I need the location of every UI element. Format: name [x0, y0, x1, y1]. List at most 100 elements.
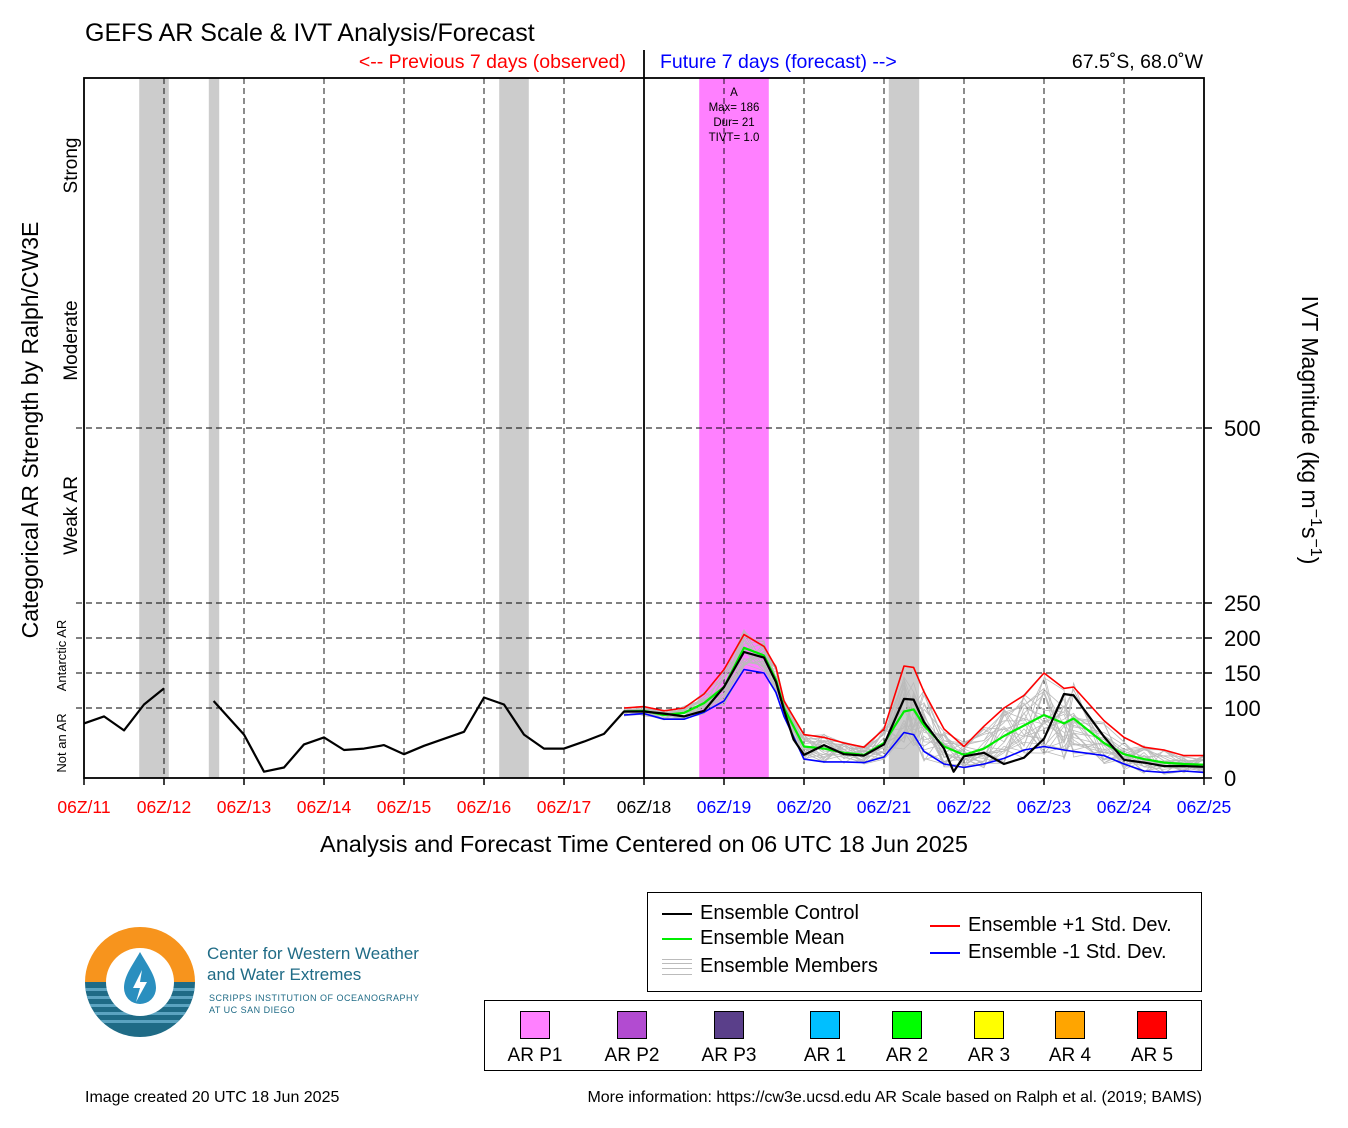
legend-mean-swatch	[662, 937, 692, 940]
category-label: Weak AR	[61, 476, 82, 555]
footer-info: More information: https://cw3e.ucsd.edu …	[587, 1089, 1202, 1106]
ar-scale-swatch	[617, 1011, 647, 1039]
ar-scale-item: AR 1	[785, 1011, 865, 1067]
x-tick-label: 06Z/11	[57, 797, 110, 817]
right-axis-title: IVT Magnitude (kg m−1s−1)	[1297, 296, 1324, 565]
location-label: 67.5˚S, 68.0˚W	[1072, 51, 1204, 73]
cw3e-logo-icon	[85, 927, 195, 1037]
legend-control-label: Ensemble Control	[700, 902, 859, 924]
grid-lines	[76, 78, 1204, 778]
legend-plus-std: Ensemble +1 Std. Dev.	[930, 914, 1172, 937]
shaded-periods	[139, 78, 920, 778]
x-tick-label: 06Z/13	[217, 797, 271, 817]
ar-scale-swatch	[974, 1011, 1004, 1039]
ar-scale-swatch	[1055, 1011, 1085, 1039]
logo-line-1: Center for Western Weather	[207, 944, 419, 963]
category-label: Antarctic AR	[54, 620, 69, 692]
ar-scale-legend: AR P1 AR P2 AR P3 AR 1 AR 2 AR 3 AR 4 AR…	[484, 1000, 1202, 1071]
category-label: Strong	[61, 138, 82, 194]
category-label: Moderate	[61, 300, 82, 380]
ar-scale-item: AR P1	[495, 1011, 575, 1067]
legend-minus-std-label: Ensemble -1 Std. Dev.	[968, 941, 1167, 963]
logo-line-3: SCRIPPS INSTITUTION OF OCEANOGRAPHY	[209, 993, 420, 1003]
legend-members-label: Ensemble Members	[700, 955, 878, 977]
logo-line-2: and Water Extremes	[207, 965, 362, 984]
right-axis-title-main: IVT Magnitude (kg m	[1297, 296, 1323, 509]
y-tick-label: 250	[1224, 591, 1261, 616]
ar-scale-label: AR 1	[803, 1045, 847, 1066]
legend-mean-label: Ensemble Mean	[700, 927, 845, 949]
legend-members-swatch	[662, 958, 692, 975]
ar-scale-label: AR P2	[604, 1045, 660, 1066]
plus-std-line	[623, 633, 1204, 757]
x-tick-label: 06Z/17	[537, 797, 591, 817]
shaded-period	[888, 78, 920, 778]
ensemble-member-line	[623, 657, 1205, 774]
x-tick-label: 06Z/21	[857, 797, 911, 817]
right-axis-unit-3: −1	[1307, 538, 1324, 556]
category-label: Not an AR	[54, 713, 69, 772]
ar-event-annotation: Max= 186	[709, 102, 760, 114]
shaded-period	[208, 78, 220, 778]
series-legend: Ensemble Control Ensemble Mean Ensemble …	[647, 892, 1202, 992]
ar-event-annotation: TIVT= 1.0	[709, 132, 760, 144]
y-tick-label: 500	[1224, 416, 1261, 441]
legend-control-swatch	[662, 912, 692, 915]
left-axis-title: Categorical AR Strength by Ralph/CW3E	[17, 222, 43, 639]
ar-scale-label: AR 2	[885, 1045, 929, 1066]
footer-created: Image created 20 UTC 18 Jun 2025	[85, 1089, 340, 1106]
x-tick-label: 06Z/16	[457, 797, 511, 817]
ar-event-annotation: A	[730, 87, 738, 99]
minus-std-line	[623, 668, 1205, 774]
y-tick-label: 100	[1224, 696, 1261, 721]
ar-scale-item: AR 3	[949, 1011, 1029, 1067]
legend-plus-std-swatch	[930, 924, 960, 927]
ar-scale-swatch	[810, 1011, 840, 1039]
ar-scale-swatch	[520, 1011, 550, 1039]
ar-scale-item: AR P2	[592, 1011, 672, 1067]
x-tick-label: 06Z/20	[777, 797, 832, 817]
x-tick-label: 06Z/18	[617, 797, 671, 817]
ar-event-annotation: Dur= 21	[713, 117, 754, 129]
ar-scale-swatch	[714, 1011, 744, 1039]
ar-scale-item: AR 2	[867, 1011, 947, 1067]
y-tick-label: 0	[1224, 766, 1236, 791]
legend-control: Ensemble Control	[662, 902, 859, 925]
right-axis-unit-2: s	[1297, 527, 1323, 539]
x-axis-title: Analysis and Forecast Time Centered on 0…	[320, 831, 968, 857]
ar-scale-item: AR 5	[1112, 1011, 1192, 1067]
right-axis-unit-4: )	[1297, 557, 1323, 565]
x-tick-label: 06Z/15	[377, 797, 431, 817]
ar-scale-swatch	[892, 1011, 922, 1039]
future-days-label: Future 7 days (forecast) -->	[660, 51, 897, 73]
control-line	[83, 687, 165, 732]
axis-labels: 06Z/11 06Z/12 06Z/13 06Z/14 06Z/15 06Z/16 06Z/…	[54, 138, 1261, 817]
legend-plus-std-label: Ensemble +1 Std. Dev.	[968, 914, 1172, 936]
shaded-period	[499, 78, 529, 778]
x-tick-label: 06Z/23	[1017, 797, 1071, 817]
ensemble-member-line	[623, 663, 1205, 770]
chart-title: GEFS AR Scale & IVT Analysis/Forecast	[85, 19, 535, 47]
ar-scale-label: AR 4	[1048, 1045, 1092, 1066]
x-tick-label: 06Z/14	[297, 797, 352, 817]
ar-scale-label: AR 5	[1130, 1045, 1174, 1066]
right-axis-unit-1: −1	[1307, 509, 1324, 527]
ar-scale-item: AR P3	[689, 1011, 769, 1067]
control-line	[212, 650, 1205, 773]
y-tick-label: 200	[1224, 626, 1261, 651]
legend-members: Ensemble Members	[662, 955, 878, 978]
y-tick-label: 150	[1224, 661, 1261, 686]
ar-scale-item: AR 4	[1030, 1011, 1110, 1067]
x-tick-label: 06Z/19	[697, 797, 751, 817]
x-tick-label: 06Z/22	[937, 797, 991, 817]
previous-days-label: <-- Previous 7 days (observed)	[359, 51, 626, 73]
series-lines	[83, 633, 1205, 774]
logo-line-4: AT UC SAN DIEGO	[209, 1005, 296, 1015]
legend-minus-std: Ensemble -1 Std. Dev.	[930, 941, 1167, 964]
ar-scale-swatch	[1137, 1011, 1167, 1039]
ar-scale-label: AR P3	[701, 1045, 757, 1066]
plot-frame	[83, 50, 1212, 785]
ar-scale-label: AR 3	[967, 1045, 1011, 1066]
ensemble-member-line	[623, 649, 1205, 771]
